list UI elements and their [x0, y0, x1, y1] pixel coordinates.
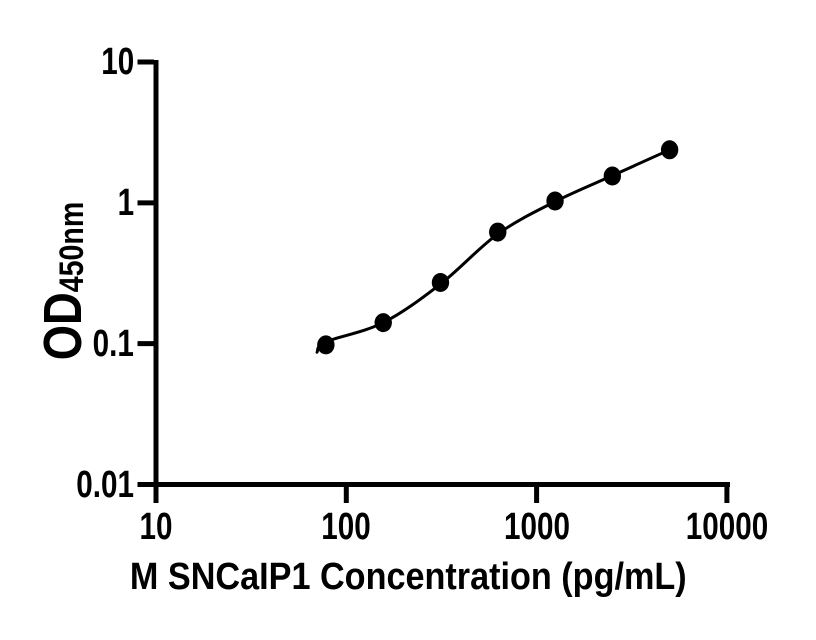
x-tick-label: 10000 — [685, 506, 769, 548]
data-point — [431, 272, 450, 292]
data-point — [317, 335, 335, 355]
data-point — [546, 191, 564, 211]
y-tick-label: 1 — [117, 181, 134, 224]
x-tick-label: 10 — [139, 506, 173, 548]
data-point — [374, 313, 392, 333]
data-point — [603, 166, 622, 186]
x-tick-label: 100 — [321, 506, 372, 548]
y-tick-label: 10 — [101, 41, 134, 83]
x-axis-title: M SNCaIP1 Concentration (pg/mL) — [0, 557, 816, 597]
x-tick-label: 1000 — [503, 506, 570, 548]
y-axis-title-subscript: 450nm — [53, 201, 91, 293]
y-axis-title: OD450nm — [32, 202, 94, 361]
x-axis-title-text: M SNCaIP1 Concentration (pg/mL) — [129, 556, 687, 598]
y-axis-title-text: OD — [33, 292, 93, 361]
y-tick-label: 0.01 — [76, 463, 134, 506]
y-tick-label: 0.1 — [92, 322, 134, 365]
data-point — [660, 140, 679, 160]
data-point — [489, 222, 507, 242]
